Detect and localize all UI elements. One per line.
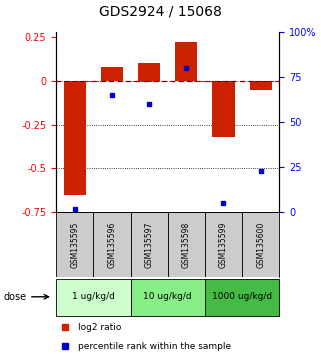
Bar bbox=[213, 81, 235, 137]
Bar bbox=[56, 279, 131, 316]
Bar bbox=[249, 81, 272, 90]
Text: GSM135600: GSM135600 bbox=[256, 221, 265, 268]
Text: 1 ug/kg/d: 1 ug/kg/d bbox=[72, 292, 115, 301]
Text: GSM135599: GSM135599 bbox=[219, 221, 228, 268]
Bar bbox=[205, 212, 242, 277]
Bar bbox=[138, 63, 160, 81]
Bar bbox=[131, 212, 168, 277]
Text: GSM135598: GSM135598 bbox=[182, 221, 191, 268]
Bar bbox=[93, 212, 131, 277]
Text: 1000 ug/kg/d: 1000 ug/kg/d bbox=[212, 292, 272, 301]
Bar bbox=[205, 279, 279, 316]
Bar bbox=[56, 212, 93, 277]
Text: dose: dose bbox=[3, 292, 26, 302]
Text: GDS2924 / 15068: GDS2924 / 15068 bbox=[99, 5, 222, 19]
Bar bbox=[168, 212, 205, 277]
Bar bbox=[242, 212, 279, 277]
Text: GSM135595: GSM135595 bbox=[70, 221, 79, 268]
Bar bbox=[175, 42, 197, 81]
Text: log2 ratio: log2 ratio bbox=[78, 323, 122, 332]
Text: GSM135597: GSM135597 bbox=[145, 221, 154, 268]
Bar bbox=[101, 67, 123, 81]
Text: GSM135596: GSM135596 bbox=[108, 221, 117, 268]
Text: percentile rank within the sample: percentile rank within the sample bbox=[78, 342, 232, 351]
Bar bbox=[131, 279, 205, 316]
Text: 10 ug/kg/d: 10 ug/kg/d bbox=[143, 292, 192, 301]
Bar bbox=[64, 81, 86, 195]
